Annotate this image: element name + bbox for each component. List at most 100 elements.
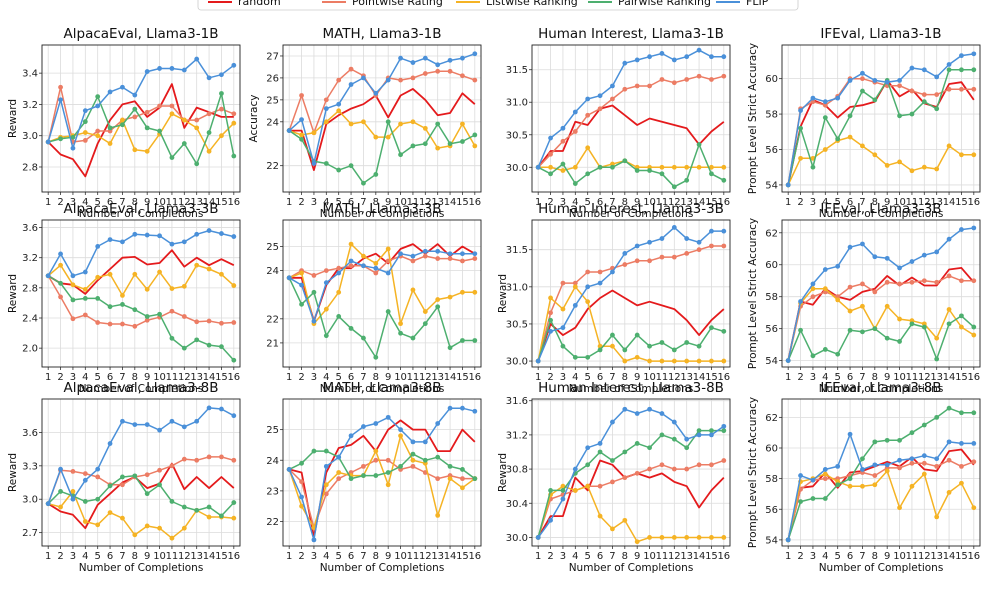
data-point-flip bbox=[659, 411, 665, 416]
data-point-pairwise bbox=[95, 496, 101, 502]
data-point-pairwise bbox=[585, 354, 591, 360]
x-tick-label: 6 bbox=[348, 197, 354, 208]
y-tick-label: 26 bbox=[266, 73, 279, 84]
x-tick-label: 8 bbox=[872, 551, 878, 562]
data-point-pairwise bbox=[921, 324, 927, 330]
data-point-pointwise bbox=[921, 278, 927, 284]
series-line-random bbox=[787, 266, 975, 361]
data-point-listwise bbox=[909, 483, 915, 489]
data-point-pairwise bbox=[348, 163, 354, 169]
data-point-pairwise bbox=[58, 280, 63, 286]
y-tick-label: 25 bbox=[266, 95, 279, 106]
data-point-pointwise bbox=[144, 472, 150, 478]
x-tick-label: 2 bbox=[57, 372, 63, 383]
data-point-pointwise bbox=[447, 256, 453, 261]
data-point-flip bbox=[169, 418, 175, 424]
data-point-pointwise bbox=[721, 243, 727, 249]
plot-frame bbox=[781, 44, 981, 193]
data-point-pointwise bbox=[597, 106, 603, 112]
data-point-pairwise bbox=[219, 513, 224, 519]
data-point-pointwise bbox=[194, 457, 200, 463]
x-tick-label: 7 bbox=[360, 551, 366, 562]
data-point-pointwise bbox=[299, 93, 304, 98]
data-point-listwise bbox=[921, 164, 927, 170]
series-line-listwise bbox=[787, 470, 975, 541]
data-point-pairwise bbox=[206, 130, 212, 135]
data-point-listwise bbox=[385, 246, 391, 252]
x-tick-label: 10 bbox=[394, 197, 407, 208]
data-point-pointwise bbox=[872, 289, 878, 295]
series-line-flip bbox=[47, 407, 235, 504]
data-point-flip bbox=[671, 225, 677, 230]
y-axis-label: Reward bbox=[7, 274, 19, 313]
data-point-listwise bbox=[435, 512, 441, 518]
data-point-pairwise bbox=[460, 338, 465, 343]
x-tick-label: 5 bbox=[835, 551, 841, 562]
data-point-flip bbox=[385, 414, 391, 420]
data-point-pairwise bbox=[181, 345, 187, 351]
data-point-pairwise bbox=[959, 313, 964, 319]
x-tick-label: 6 bbox=[597, 551, 603, 562]
data-point-flip bbox=[410, 439, 416, 445]
data-point-pointwise bbox=[472, 256, 478, 261]
x-axis-label: Number of Completions bbox=[819, 383, 944, 395]
panel-11: 30.030.430.831.231.61 2 3 4 5 6 7 8 9 10 11 12 13 14 1… bbox=[497, 380, 731, 574]
data-point-pointwise bbox=[410, 75, 416, 81]
panel-9: 2.73.03.33.61 2 3 4 5 6 7 8 9 10 11 12 13 14 15 16Alpac… bbox=[7, 380, 241, 574]
data-point-listwise bbox=[299, 132, 304, 138]
data-point-pairwise bbox=[95, 94, 101, 100]
data-point-pointwise bbox=[684, 466, 690, 472]
data-point-flip bbox=[597, 441, 603, 446]
data-point-listwise bbox=[622, 358, 628, 364]
y-tick-label: 31.6 bbox=[506, 396, 528, 407]
data-point-pairwise bbox=[622, 347, 628, 353]
data-point-listwise bbox=[971, 332, 977, 338]
x-tick-label: 16 bbox=[227, 551, 240, 562]
data-point-flip bbox=[144, 69, 150, 74]
x-tick-label: 3 bbox=[70, 372, 76, 383]
x-tick-label: 7 bbox=[859, 372, 865, 383]
plot-frame bbox=[531, 44, 731, 193]
data-point-listwise bbox=[398, 433, 403, 439]
data-point-listwise bbox=[361, 253, 366, 259]
data-point-flip bbox=[946, 439, 952, 445]
data-point-pairwise bbox=[58, 136, 63, 142]
data-point-listwise bbox=[58, 262, 63, 268]
data-point-flip bbox=[671, 419, 677, 425]
panel-title: MATH, Llama3-3B bbox=[322, 201, 441, 217]
data-point-pairwise bbox=[422, 457, 428, 463]
data-point-pointwise bbox=[860, 281, 865, 287]
x-axis-label: Number of Completions bbox=[320, 383, 445, 395]
y-tick-label: 54 bbox=[765, 535, 778, 546]
series-line-pointwise bbox=[47, 86, 235, 143]
data-point-listwise bbox=[671, 535, 677, 540]
x-tick-label: 10 bbox=[643, 197, 656, 208]
data-point-listwise bbox=[585, 483, 591, 489]
series-line-pairwise bbox=[47, 475, 235, 517]
data-point-pairwise bbox=[610, 164, 615, 170]
x-tick-label: 2 bbox=[298, 197, 304, 208]
data-point-pointwise bbox=[410, 258, 416, 264]
data-point-listwise bbox=[696, 535, 702, 540]
data-point-listwise bbox=[299, 270, 304, 276]
data-point-pairwise bbox=[860, 88, 865, 94]
data-point-listwise bbox=[696, 164, 702, 170]
series-line-pointwise bbox=[288, 255, 475, 279]
x-tick-label: 11 bbox=[906, 372, 919, 383]
x-tick-label: 15 bbox=[215, 551, 228, 562]
y-tick-label: 60 bbox=[765, 260, 778, 271]
data-point-pointwise bbox=[822, 102, 828, 108]
x-tick-label: 13 bbox=[431, 551, 444, 562]
data-point-listwise bbox=[847, 483, 853, 489]
x-tick-label: 10 bbox=[643, 551, 656, 562]
data-point-pointwise bbox=[946, 86, 952, 92]
data-point-listwise bbox=[82, 519, 88, 524]
x-tick-label: 9 bbox=[634, 372, 640, 383]
data-point-listwise bbox=[610, 343, 615, 349]
data-point-pairwise bbox=[410, 451, 416, 457]
data-point-flip bbox=[299, 494, 304, 500]
data-point-listwise bbox=[311, 130, 317, 136]
